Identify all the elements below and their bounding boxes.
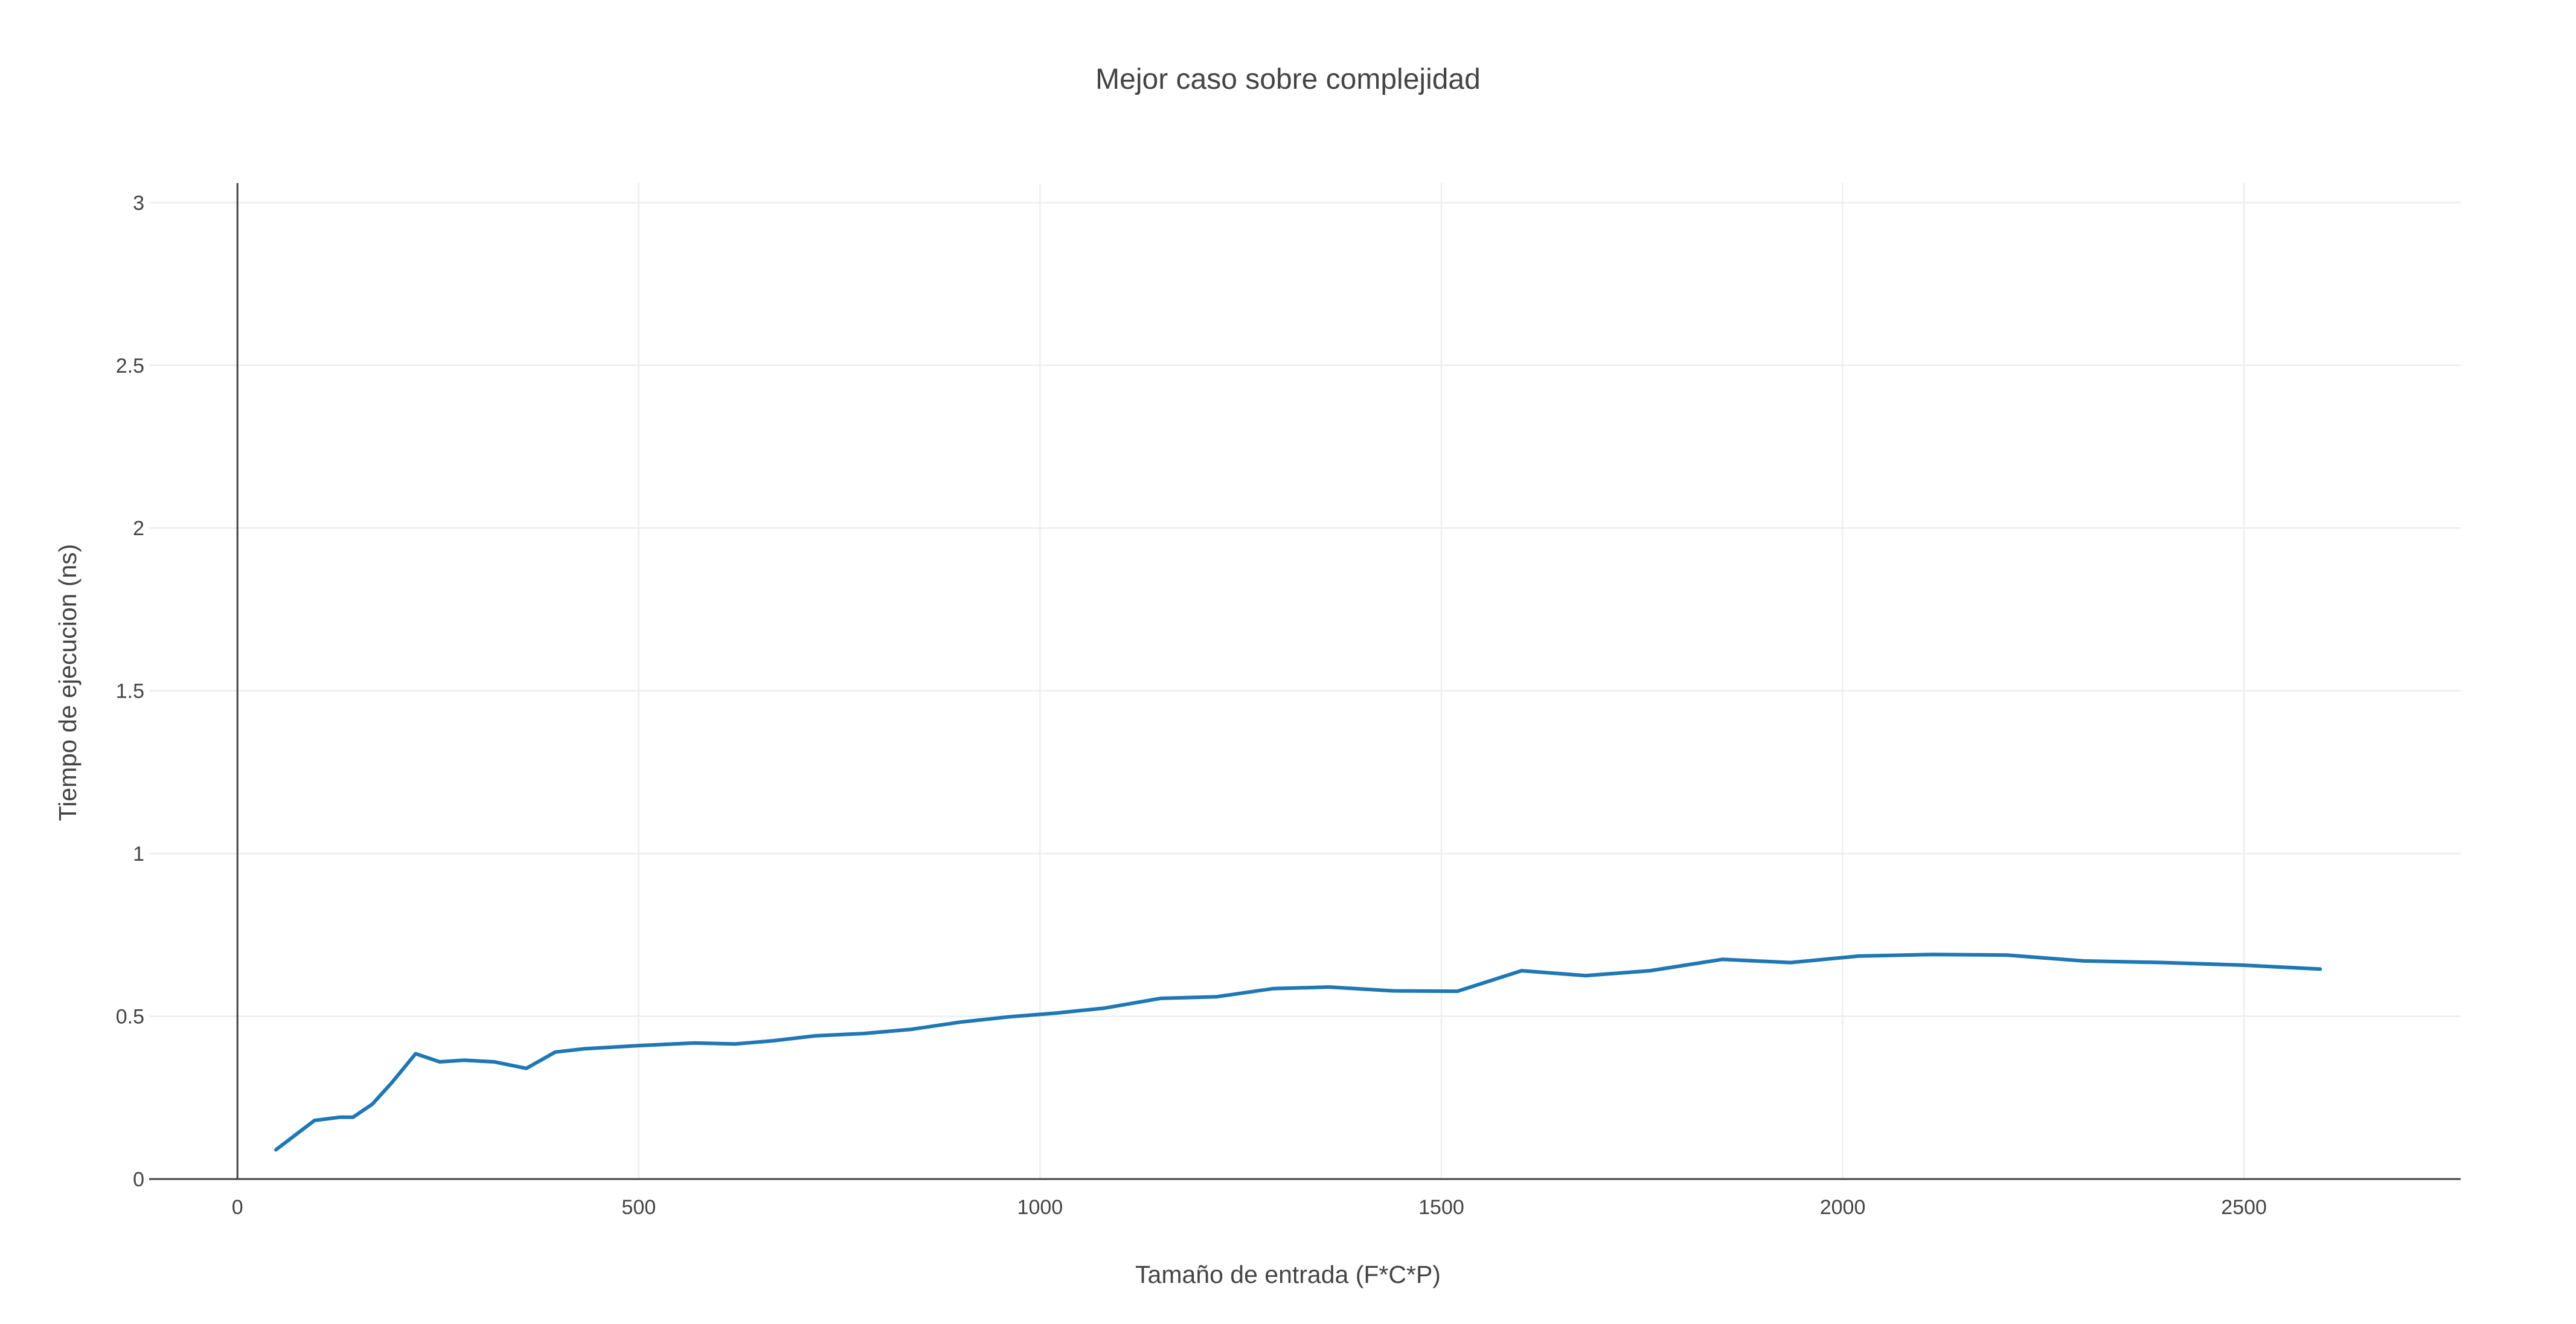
x-tick-label: 2500	[2221, 1196, 2267, 1219]
x-axis-title: Tamaño de entrada (F*C*P)	[1135, 1261, 1441, 1288]
y-tick-label: 1	[133, 843, 144, 866]
y-tick-label: 0	[133, 1168, 144, 1191]
y-tick-label: 3	[133, 191, 144, 214]
grid-layer	[149, 183, 2461, 1179]
x-tick-label: 2000	[1820, 1196, 1866, 1219]
y-tick-label: 1.5	[116, 680, 144, 703]
label-layer: Mejor caso sobre complejidad Tamaño de e…	[54, 63, 2267, 1288]
x-tick-label: 500	[621, 1196, 656, 1219]
y-axis-title: Tiempo de ejecucion (ns)	[54, 544, 82, 821]
series-line	[274, 953, 2322, 1152]
chart-title: Mejor caso sobre complejidad	[1095, 63, 1481, 95]
x-tick-label: 1000	[1017, 1196, 1063, 1219]
y-tick-label: 0.5	[116, 1006, 144, 1029]
series-layer	[274, 953, 2322, 1152]
axis-layer	[149, 183, 2461, 1180]
y-tick-label: 2	[133, 517, 144, 540]
y-tick-label: 2.5	[116, 355, 144, 378]
x-tick-label: 1500	[1418, 1196, 1464, 1219]
x-tick-label: 0	[232, 1196, 243, 1219]
